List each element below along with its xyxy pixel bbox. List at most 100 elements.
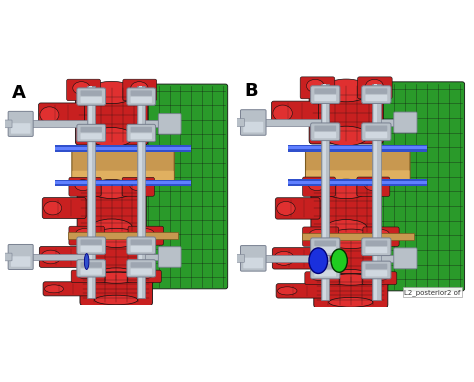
Bar — [87, 86, 95, 298]
FancyBboxPatch shape — [8, 112, 33, 136]
Ellipse shape — [92, 272, 140, 283]
FancyBboxPatch shape — [144, 84, 228, 289]
Text: A: A — [11, 84, 26, 102]
Ellipse shape — [136, 228, 155, 240]
Ellipse shape — [73, 82, 90, 94]
FancyBboxPatch shape — [305, 272, 339, 285]
FancyBboxPatch shape — [302, 227, 339, 246]
FancyBboxPatch shape — [81, 133, 102, 139]
FancyBboxPatch shape — [130, 246, 152, 252]
FancyBboxPatch shape — [67, 79, 100, 101]
FancyBboxPatch shape — [77, 88, 106, 105]
Ellipse shape — [325, 229, 376, 249]
FancyBboxPatch shape — [309, 83, 383, 144]
FancyBboxPatch shape — [77, 237, 106, 254]
FancyBboxPatch shape — [365, 247, 387, 253]
Bar — [372, 84, 381, 300]
Ellipse shape — [77, 272, 95, 278]
FancyBboxPatch shape — [43, 282, 89, 296]
FancyBboxPatch shape — [394, 112, 417, 133]
FancyBboxPatch shape — [302, 177, 336, 196]
Ellipse shape — [277, 201, 295, 215]
Bar — [68, 232, 178, 239]
Text: B: B — [244, 82, 257, 100]
FancyBboxPatch shape — [71, 270, 105, 283]
Ellipse shape — [95, 295, 138, 305]
FancyBboxPatch shape — [394, 248, 417, 269]
FancyBboxPatch shape — [11, 123, 30, 134]
FancyBboxPatch shape — [272, 101, 319, 125]
FancyBboxPatch shape — [314, 241, 336, 246]
Ellipse shape — [278, 287, 297, 295]
FancyBboxPatch shape — [314, 126, 336, 131]
Bar — [90, 86, 92, 298]
FancyBboxPatch shape — [365, 241, 387, 246]
FancyBboxPatch shape — [81, 262, 102, 268]
Ellipse shape — [89, 180, 134, 199]
FancyBboxPatch shape — [365, 95, 387, 101]
FancyBboxPatch shape — [81, 127, 102, 132]
FancyBboxPatch shape — [4, 253, 12, 261]
Ellipse shape — [323, 179, 369, 199]
Ellipse shape — [371, 229, 390, 241]
Bar — [302, 233, 413, 240]
Ellipse shape — [91, 228, 141, 248]
FancyBboxPatch shape — [130, 97, 152, 103]
Bar — [323, 84, 326, 300]
Bar — [137, 254, 164, 261]
Ellipse shape — [311, 274, 329, 280]
FancyBboxPatch shape — [8, 244, 33, 269]
FancyBboxPatch shape — [78, 231, 154, 283]
Ellipse shape — [324, 126, 368, 146]
FancyBboxPatch shape — [237, 118, 245, 126]
FancyBboxPatch shape — [130, 127, 152, 132]
FancyBboxPatch shape — [314, 247, 336, 253]
FancyBboxPatch shape — [240, 246, 266, 271]
FancyBboxPatch shape — [314, 270, 336, 277]
Bar — [137, 86, 146, 298]
Bar — [288, 146, 428, 149]
Bar — [288, 181, 428, 184]
FancyBboxPatch shape — [158, 247, 181, 267]
FancyBboxPatch shape — [77, 182, 146, 235]
Bar — [321, 84, 329, 300]
FancyBboxPatch shape — [379, 82, 465, 291]
FancyBboxPatch shape — [130, 262, 152, 268]
Bar — [55, 147, 191, 150]
FancyBboxPatch shape — [72, 151, 174, 181]
FancyBboxPatch shape — [276, 284, 323, 298]
FancyBboxPatch shape — [80, 272, 153, 306]
Bar — [288, 180, 428, 186]
FancyBboxPatch shape — [310, 86, 340, 104]
FancyBboxPatch shape — [362, 238, 391, 256]
FancyBboxPatch shape — [122, 177, 155, 196]
FancyBboxPatch shape — [81, 246, 102, 252]
FancyBboxPatch shape — [310, 261, 340, 279]
FancyBboxPatch shape — [39, 246, 88, 267]
FancyBboxPatch shape — [128, 270, 161, 283]
FancyBboxPatch shape — [362, 261, 391, 279]
Ellipse shape — [90, 128, 133, 147]
FancyBboxPatch shape — [306, 170, 410, 180]
Ellipse shape — [327, 274, 375, 285]
Ellipse shape — [329, 297, 373, 307]
Ellipse shape — [93, 268, 139, 284]
FancyBboxPatch shape — [81, 269, 102, 275]
FancyBboxPatch shape — [365, 126, 387, 131]
FancyBboxPatch shape — [127, 237, 155, 254]
FancyBboxPatch shape — [4, 120, 12, 128]
Bar — [55, 180, 191, 186]
Text: L2_posterior2 of: L2_posterior2 of — [404, 289, 461, 296]
FancyBboxPatch shape — [314, 132, 336, 138]
FancyBboxPatch shape — [130, 240, 152, 245]
FancyBboxPatch shape — [357, 77, 392, 99]
Ellipse shape — [131, 82, 148, 94]
FancyBboxPatch shape — [272, 248, 321, 269]
FancyBboxPatch shape — [362, 123, 391, 141]
FancyBboxPatch shape — [243, 257, 263, 268]
FancyBboxPatch shape — [357, 177, 390, 196]
Bar — [137, 120, 164, 127]
Ellipse shape — [44, 201, 62, 215]
Bar — [374, 84, 377, 300]
FancyBboxPatch shape — [127, 124, 155, 142]
